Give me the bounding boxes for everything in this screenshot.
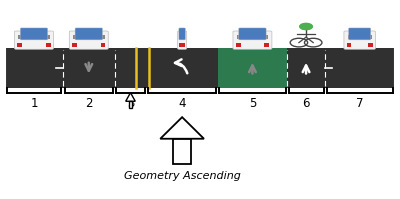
FancyBboxPatch shape [178, 31, 187, 49]
Text: 4: 4 [178, 97, 186, 110]
Bar [180, 43, 185, 47]
Text: 6: 6 [302, 97, 310, 110]
FancyBboxPatch shape [20, 28, 48, 40]
Bar [72, 43, 77, 47]
Text: 2: 2 [85, 97, 92, 110]
Bar [347, 43, 352, 47]
Text: 3: 3 [127, 97, 134, 110]
Text: Geometry Ascending: Geometry Ascending [124, 171, 240, 181]
Polygon shape [160, 117, 204, 139]
Text: 1: 1 [30, 97, 38, 110]
FancyBboxPatch shape [239, 28, 266, 40]
Bar [173, 139, 191, 164]
Bar [18, 35, 50, 39]
Bar [348, 35, 372, 39]
Text: 5: 5 [249, 97, 256, 110]
Polygon shape [126, 93, 135, 101]
Circle shape [300, 23, 312, 30]
Bar [17, 43, 22, 47]
FancyBboxPatch shape [344, 31, 376, 49]
FancyBboxPatch shape [233, 31, 272, 49]
Bar [181, 35, 183, 39]
Bar [46, 43, 51, 47]
FancyBboxPatch shape [69, 31, 108, 49]
Bar [236, 35, 268, 39]
Bar [218, 49, 287, 88]
Bar [264, 43, 269, 47]
Bar [5, 49, 395, 88]
FancyBboxPatch shape [348, 28, 371, 40]
FancyBboxPatch shape [179, 28, 186, 40]
FancyBboxPatch shape [75, 28, 102, 40]
Bar [179, 43, 184, 47]
Bar [128, 101, 132, 108]
Bar [368, 43, 373, 47]
Bar [101, 43, 106, 47]
FancyBboxPatch shape [14, 31, 54, 49]
Text: 7: 7 [356, 97, 364, 110]
Bar [73, 35, 105, 39]
Bar [236, 43, 240, 47]
